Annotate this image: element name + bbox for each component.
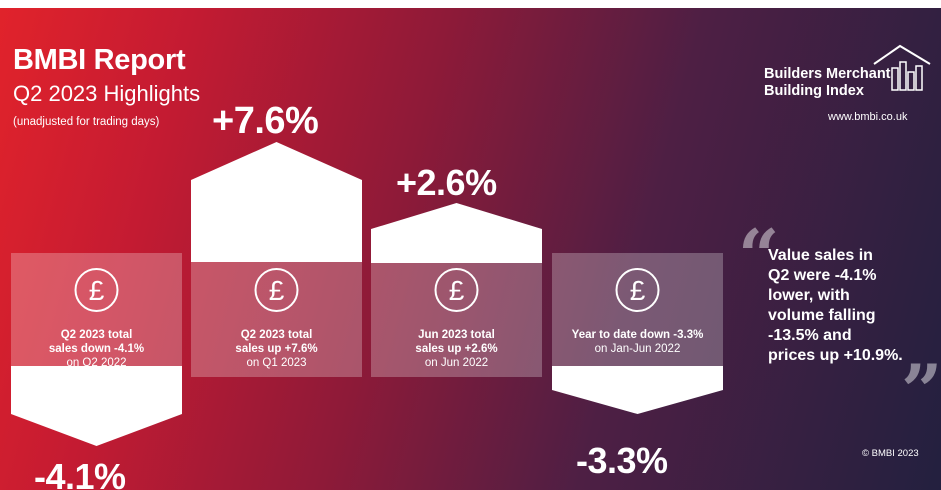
svg-text:£: £ — [89, 275, 105, 306]
stat-line-2: sales up +7.6% — [235, 343, 318, 355]
pound-icon: £ — [615, 268, 660, 312]
svg-text:£: £ — [269, 275, 285, 306]
open-quote-icon: “ — [738, 213, 780, 298]
report-note: (unadjusted for trading days) — [13, 116, 160, 128]
stat-line-1: Q2 2023 total — [240, 329, 313, 341]
stat-card-q2-yoy: £ Q2 2023 total sales down -4.1% on Q2 2… — [11, 253, 182, 377]
pound-icon: £ — [254, 268, 299, 312]
stat-value-ytd: -3.3% — [576, 440, 668, 481]
brand-line-1: Builders Merchant — [764, 66, 891, 82]
quote-line-3: lower, with — [768, 287, 850, 304]
house-chart-logo-icon — [873, 44, 931, 91]
stat-line-3: on Q1 2023 — [246, 357, 307, 369]
svg-text:£: £ — [449, 275, 465, 306]
infographic-canvas: BMBI Report Q2 2023 Highlights (unadjust… — [0, 8, 941, 490]
stat-line-2: Year to date down -3.3% — [571, 329, 704, 341]
down-arrow-shape — [552, 366, 723, 414]
stat-line-3: on Q2 2022 — [66, 357, 127, 369]
stat-card-q2-qoq: £ Q2 2023 total sales up +7.6% on Q1 202… — [191, 253, 362, 377]
stat-card-ytd: £ Year to date down -3.3% on Jan-Jun 202… — [552, 253, 723, 377]
report-title: BMBI Report — [13, 44, 186, 76]
stat-line-3: on Jun 2022 — [424, 357, 489, 369]
stat-value-q2-yoy: -4.1% — [34, 456, 126, 490]
quote-line-4: volume falling — [768, 307, 876, 324]
report-subtitle: Q2 2023 Highlights — [13, 81, 201, 106]
brand-url: www.bmbi.co.uk — [828, 111, 908, 123]
pound-icon: £ — [74, 268, 119, 312]
copyright: © BMBI 2023 — [862, 448, 919, 459]
quote-line-5: -13.5% and — [768, 327, 852, 344]
quote-line-1: Value sales in — [768, 247, 873, 264]
brand-name: Builders Merchant Building Index — [764, 66, 891, 100]
up-arrow-shape — [191, 142, 362, 262]
stat-line-2: sales down -4.1% — [48, 343, 145, 355]
stat-value-jun-yoy: +2.6% — [396, 162, 497, 203]
brand-line-2: Building Index — [764, 83, 864, 99]
down-arrow-shape — [11, 366, 182, 446]
quote-line-2: Q2 were -4.1% — [768, 267, 877, 284]
quote-line-6: prices up +10.9%. — [768, 347, 903, 364]
stat-value-q2-qoq: +7.6% — [212, 100, 319, 142]
summary-quote: Value sales in Q2 were -4.1% lower, with… — [768, 246, 928, 366]
pound-icon: £ — [434, 268, 479, 312]
stat-line-1: Jun 2023 total — [418, 329, 495, 341]
svg-text:£: £ — [630, 275, 646, 306]
stat-card-jun-yoy: £ Jun 2023 total sales up +2.6% on Jun 2… — [371, 253, 542, 377]
stat-line-3: on Jan-Jun 2022 — [594, 343, 681, 355]
stat-line-2: sales up +2.6% — [415, 343, 498, 355]
up-arrow-shape — [371, 203, 542, 263]
stat-line-1: Q2 2023 total — [60, 329, 133, 341]
close-quote-icon: ” — [901, 348, 941, 433]
